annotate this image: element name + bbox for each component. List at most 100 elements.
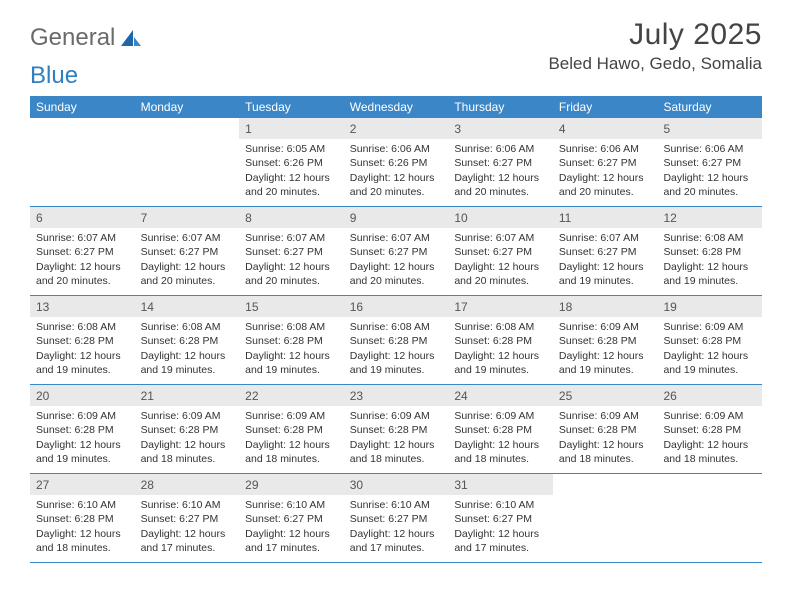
day-cell: 16Sunrise: 6:08 AMSunset: 6:28 PMDayligh… [344,296,449,384]
daylight-text: Daylight: 12 hours and 20 minutes. [454,260,547,288]
day-cell: 14Sunrise: 6:08 AMSunset: 6:28 PMDayligh… [135,296,240,384]
day-number: 2 [344,118,449,139]
sunrise-text: Sunrise: 6:10 AM [141,498,234,512]
day-number [657,474,762,494]
day-number: 7 [135,207,240,228]
day-body: Sunrise: 6:06 AMSunset: 6:26 PMDaylight:… [344,139,449,205]
day-number: 3 [448,118,553,139]
day-number [135,118,240,138]
day-body: Sunrise: 6:07 AMSunset: 6:27 PMDaylight:… [553,228,658,294]
daylight-text: Daylight: 12 hours and 20 minutes. [36,260,129,288]
sunrise-text: Sunrise: 6:06 AM [454,142,547,156]
day-cell: 5Sunrise: 6:06 AMSunset: 6:27 PMDaylight… [657,118,762,206]
sunrise-text: Sunrise: 6:10 AM [245,498,338,512]
week-row: 13Sunrise: 6:08 AMSunset: 6:28 PMDayligh… [30,296,762,385]
day-number: 27 [30,474,135,495]
day-number: 17 [448,296,553,317]
day-cell [657,474,762,562]
sunset-text: Sunset: 6:27 PM [245,245,338,259]
day-number: 29 [239,474,344,495]
day-cell [30,118,135,206]
weekday-header: Tuesday [239,96,344,118]
sunrise-text: Sunrise: 6:07 AM [350,231,443,245]
sunrise-text: Sunrise: 6:08 AM [36,320,129,334]
day-body: Sunrise: 6:09 AMSunset: 6:28 PMDaylight:… [553,317,658,383]
day-number: 15 [239,296,344,317]
day-cell [135,118,240,206]
sunrise-text: Sunrise: 6:07 AM [245,231,338,245]
sunset-text: Sunset: 6:27 PM [141,512,234,526]
day-number: 20 [30,385,135,406]
day-cell: 6Sunrise: 6:07 AMSunset: 6:27 PMDaylight… [30,207,135,295]
day-cell: 8 Sunrise: 6:07 AMSunset: 6:27 PMDaylight… [239,207,344,295]
sunrise-text: Sunrise: 6:08 AM [245,320,338,334]
day-number: 8 [239,207,344,228]
day-body: Sunrise: 6:07 AMSunset: 6:27 PMDaylight:… [30,228,135,294]
daylight-text: Daylight: 12 hours and 18 minutes. [663,438,756,466]
day-cell: 19Sunrise: 6:09 AMSunset: 6:28 PMDayligh… [657,296,762,384]
sunrise-text: Sunrise: 6:10 AM [350,498,443,512]
daylight-text: Daylight: 12 hours and 17 minutes. [350,527,443,555]
day-number: 21 [135,385,240,406]
daylight-text: Daylight: 12 hours and 19 minutes. [141,349,234,377]
day-cell: 27Sunrise: 6:10 AMSunset: 6:28 PMDayligh… [30,474,135,562]
daylight-text: Daylight: 12 hours and 19 minutes. [245,349,338,377]
weekday-header: Monday [135,96,240,118]
day-cell: 21Sunrise: 6:09 AMSunset: 6:28 PMDayligh… [135,385,240,473]
sunset-text: Sunset: 6:28 PM [559,334,652,348]
day-cell [553,474,658,562]
sunrise-text: Sunrise: 6:07 AM [454,231,547,245]
day-cell: 10Sunrise: 6:07 AMSunset: 6:27 PMDayligh… [448,207,553,295]
sunrise-text: Sunrise: 6:08 AM [663,231,756,245]
day-body: Sunrise: 6:08 AMSunset: 6:28 PMDaylight:… [657,228,762,294]
day-body: Sunrise: 6:09 AMSunset: 6:28 PMDaylight:… [344,406,449,472]
day-cell: 30Sunrise: 6:10 AMSunset: 6:27 PMDayligh… [344,474,449,562]
sunset-text: Sunset: 6:28 PM [36,512,129,526]
sunset-text: Sunset: 6:26 PM [350,156,443,170]
day-body: Sunrise: 6:10 AMSunset: 6:27 PMDaylight:… [135,495,240,561]
sunset-text: Sunset: 6:27 PM [454,512,547,526]
day-body: Sunrise: 6:08 AMSunset: 6:28 PMDaylight:… [344,317,449,383]
sunset-text: Sunset: 6:27 PM [559,245,652,259]
sunset-text: Sunset: 6:26 PM [245,156,338,170]
title-block: July 2025 Beled Hawo, Gedo, Somalia [548,18,762,74]
daylight-text: Daylight: 12 hours and 17 minutes. [141,527,234,555]
day-number: 9 [344,207,449,228]
daylight-text: Daylight: 12 hours and 20 minutes. [245,260,338,288]
day-cell: 1Sunrise: 6:05 AMSunset: 6:26 PMDaylight… [239,118,344,206]
sunset-text: Sunset: 6:27 PM [454,156,547,170]
sunset-text: Sunset: 6:28 PM [663,334,756,348]
sunrise-text: Sunrise: 6:09 AM [663,409,756,423]
day-body: Sunrise: 6:09 AMSunset: 6:28 PMDaylight:… [135,406,240,472]
day-cell: 31Sunrise: 6:10 AMSunset: 6:27 PMDayligh… [448,474,553,562]
sunrise-text: Sunrise: 6:09 AM [141,409,234,423]
day-number: 19 [657,296,762,317]
sunset-text: Sunset: 6:27 PM [350,512,443,526]
sunrise-text: Sunrise: 6:10 AM [36,498,129,512]
daylight-text: Daylight: 12 hours and 20 minutes. [141,260,234,288]
daylight-text: Daylight: 12 hours and 20 minutes. [350,171,443,199]
week-row: 27Sunrise: 6:10 AMSunset: 6:28 PMDayligh… [30,474,762,563]
daylight-text: Daylight: 12 hours and 19 minutes. [36,349,129,377]
day-body: Sunrise: 6:10 AMSunset: 6:27 PMDaylight:… [448,495,553,561]
day-cell: 18Sunrise: 6:09 AMSunset: 6:28 PMDayligh… [553,296,658,384]
day-body: Sunrise: 6:09 AMSunset: 6:28 PMDaylight:… [239,406,344,472]
daylight-text: Daylight: 12 hours and 18 minutes. [454,438,547,466]
daylight-text: Daylight: 12 hours and 17 minutes. [454,527,547,555]
weekday-header: Sunday [30,96,135,118]
day-body: Sunrise: 6:06 AMSunset: 6:27 PMDaylight:… [657,139,762,205]
weeks-container: 1Sunrise: 6:05 AMSunset: 6:26 PMDaylight… [30,118,762,563]
day-number: 22 [239,385,344,406]
logo-sail-icon [119,28,145,48]
day-number: 10 [448,207,553,228]
day-cell: 17Sunrise: 6:08 AMSunset: 6:28 PMDayligh… [448,296,553,384]
weekday-header: Thursday [448,96,553,118]
day-number: 11 [553,207,658,228]
daylight-text: Daylight: 12 hours and 19 minutes. [559,260,652,288]
sunset-text: Sunset: 6:28 PM [663,423,756,437]
sunset-text: Sunset: 6:28 PM [454,423,547,437]
day-number: 6 [30,207,135,228]
sunset-text: Sunset: 6:28 PM [36,423,129,437]
day-cell: 20Sunrise: 6:09 AMSunset: 6:28 PMDayligh… [30,385,135,473]
sunset-text: Sunset: 6:27 PM [36,245,129,259]
